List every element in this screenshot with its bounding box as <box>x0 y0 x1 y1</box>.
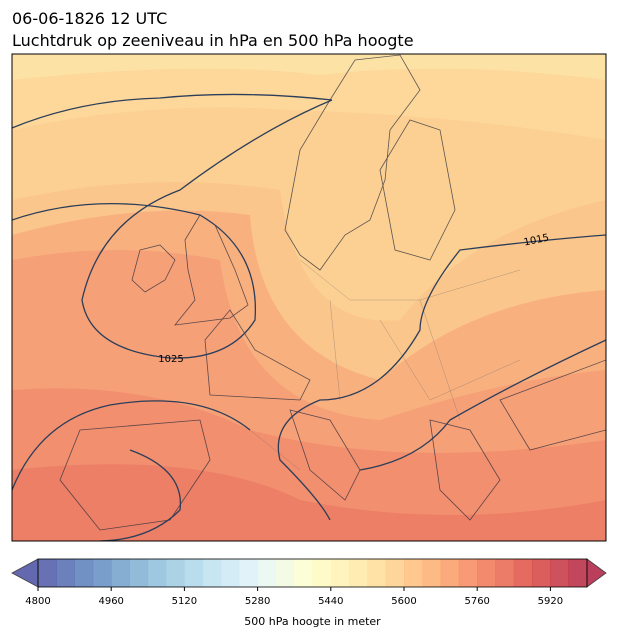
colorbar-segment <box>56 559 75 587</box>
colorbar-segment <box>275 559 295 587</box>
colorbar-segment <box>422 559 441 587</box>
colorbar-segment <box>550 559 569 587</box>
map: 1015 1025 <box>12 54 606 541</box>
colorbar-tick-label: 5120 <box>172 596 197 607</box>
colorbar-segment <box>257 559 277 587</box>
colorbar-segment <box>221 559 240 587</box>
colorbar-segment <box>385 559 405 587</box>
colorbar-segment <box>184 559 203 587</box>
colorbar-segment <box>495 559 515 587</box>
band <box>12 464 606 541</box>
colorbar-segment <box>129 559 149 587</box>
colorbar-segment <box>111 559 130 587</box>
isobar <box>277 234 606 521</box>
colorbar-segment <box>239 559 258 587</box>
colorbar-segment <box>532 559 551 587</box>
colorbar-segment <box>330 559 350 587</box>
colorbar-tick-label: 4800 <box>25 596 50 607</box>
contour-label: 1025 <box>158 354 183 365</box>
colorbar-tick-label: 5600 <box>391 596 416 607</box>
isobar <box>12 400 251 541</box>
colorbar-segment <box>147 559 167 587</box>
title: 06-06-1826 12 UTC <box>12 9 167 28</box>
colorbar-extend-high <box>586 558 607 588</box>
contour-label: 1015 <box>523 233 550 249</box>
colorbar-segment <box>38 559 57 587</box>
colorbar-segment <box>458 559 478 587</box>
colorbar-segment <box>367 559 386 587</box>
colorbar-segment <box>92 559 112 587</box>
colorbar-tick-label: 5440 <box>318 596 343 607</box>
colorbar-segment <box>312 559 332 587</box>
colorbar-segment <box>404 559 423 587</box>
colorbar-segment <box>294 559 313 587</box>
borders <box>249 259 521 471</box>
subtitle: Luchtdruk op zeeniveau in hPa en 500 hPa… <box>12 31 414 50</box>
colorbar-tick-label: 5280 <box>245 596 270 607</box>
colorbar-segment <box>513 559 533 587</box>
colorbar-tick-label: 4960 <box>98 596 123 607</box>
colorbar-tick-label: 5760 <box>464 596 489 607</box>
colorbar-segment <box>166 559 185 587</box>
isobar <box>12 93 333 129</box>
colorbar-segment <box>349 559 368 587</box>
colorbar-segment <box>477 559 496 587</box>
colorbar-segment <box>568 559 588 587</box>
colorbar: 4800 4960 5120 5280 5440 5600 5760 5920 500 hPa … <box>11 558 607 628</box>
isobar <box>12 99 333 359</box>
colorbar-frame <box>37 558 588 588</box>
colorbar-tick-label: 5920 <box>538 596 563 607</box>
coastline <box>59 54 606 531</box>
colorbar-label: 500 hPa hoogte in meter <box>244 615 381 628</box>
colorbar-segment <box>74 559 94 587</box>
colorbar-segment <box>202 559 222 587</box>
colorbar-extend-low <box>11 558 39 588</box>
map-frame <box>11 53 607 542</box>
colorbar-segment <box>440 559 460 587</box>
